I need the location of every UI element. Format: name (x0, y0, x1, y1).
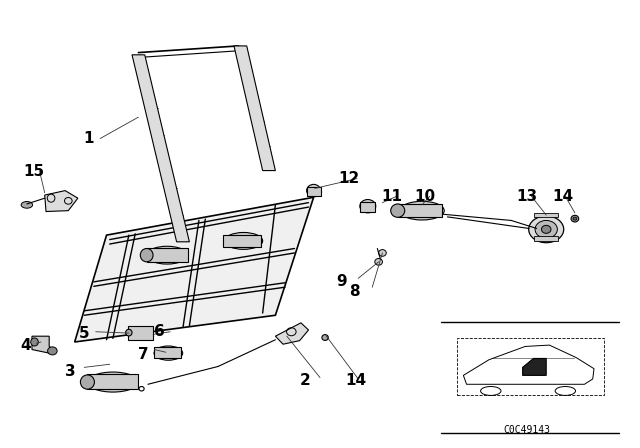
Text: 3: 3 (65, 364, 76, 379)
Text: 11: 11 (381, 189, 402, 204)
Bar (307, 188, 321, 196)
Ellipse shape (31, 338, 38, 346)
Text: 9: 9 (336, 274, 346, 289)
Text: 14: 14 (552, 189, 573, 204)
Polygon shape (275, 323, 308, 344)
Polygon shape (45, 190, 78, 211)
Polygon shape (523, 358, 546, 375)
Polygon shape (32, 336, 56, 353)
Text: 7: 7 (138, 346, 149, 362)
Text: 5: 5 (79, 326, 90, 340)
Bar (223, 235, 261, 247)
Ellipse shape (571, 215, 579, 222)
Ellipse shape (375, 258, 383, 265)
Bar (360, 202, 376, 212)
Ellipse shape (307, 185, 321, 197)
Bar (397, 203, 442, 217)
Text: 1: 1 (83, 131, 93, 146)
Text: 14: 14 (346, 373, 367, 388)
Text: 6: 6 (154, 324, 165, 339)
Ellipse shape (140, 249, 153, 262)
Bar (154, 347, 181, 358)
Ellipse shape (225, 233, 262, 250)
Bar (127, 326, 153, 340)
Ellipse shape (541, 225, 551, 233)
Bar (534, 237, 558, 241)
Ellipse shape (81, 375, 95, 389)
Ellipse shape (535, 220, 557, 238)
Text: 4: 4 (20, 338, 31, 353)
Ellipse shape (360, 199, 376, 213)
Text: 10: 10 (414, 189, 435, 204)
Ellipse shape (154, 346, 182, 360)
Polygon shape (234, 46, 275, 171)
Polygon shape (75, 197, 314, 342)
Ellipse shape (125, 329, 132, 336)
Ellipse shape (47, 347, 57, 355)
Ellipse shape (322, 335, 328, 340)
Ellipse shape (147, 246, 188, 264)
Bar (534, 213, 558, 217)
Ellipse shape (391, 204, 404, 217)
Text: 12: 12 (338, 171, 359, 186)
Text: 13: 13 (516, 189, 538, 204)
Ellipse shape (379, 250, 387, 256)
Ellipse shape (573, 217, 577, 220)
Text: 8: 8 (349, 284, 359, 299)
Ellipse shape (529, 216, 564, 243)
Polygon shape (132, 55, 189, 242)
Ellipse shape (139, 387, 144, 391)
Text: 2: 2 (300, 373, 310, 388)
Text: 15: 15 (24, 164, 45, 179)
Text: C0C49143: C0C49143 (504, 426, 550, 435)
Bar (147, 249, 188, 262)
Ellipse shape (399, 201, 444, 220)
Ellipse shape (88, 372, 138, 392)
Ellipse shape (21, 202, 33, 208)
Bar (88, 375, 138, 389)
